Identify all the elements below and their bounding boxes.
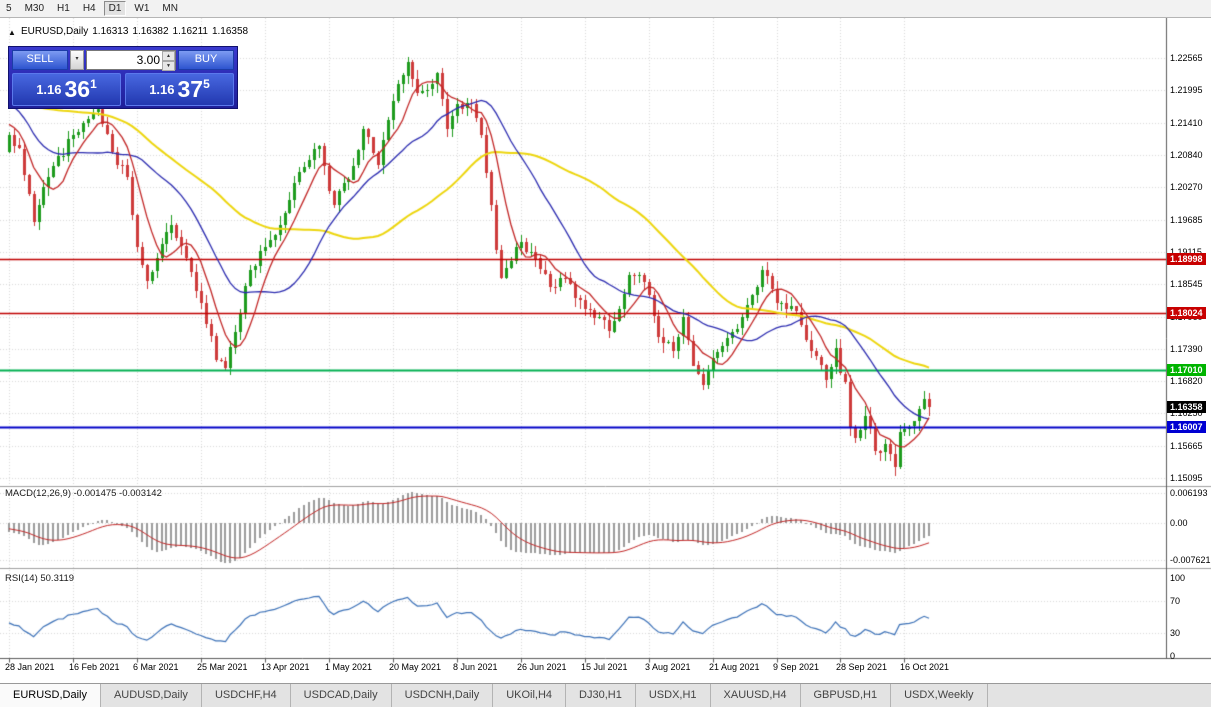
macd-axis-label: 0.006193	[1170, 488, 1208, 498]
buy-price-display[interactable]: 1.16 37 5	[125, 73, 234, 106]
date-axis-label: 26 Jun 2021	[517, 662, 567, 672]
price-axis-label: 1.19115	[1170, 247, 1202, 257]
buy-price-big: 37	[177, 76, 204, 102]
chart-close-value: 1.16358	[211, 26, 249, 37]
chart-symbol-label: EURUSD,Daily	[21, 26, 89, 37]
price-axis-label: 1.18545	[1170, 279, 1203, 290]
support-price-tag: 1.17010	[1167, 364, 1206, 377]
date-axis-label: 9 Sep 2021	[773, 662, 820, 672]
bid-price-tag: 1.16358	[1167, 400, 1206, 413]
tab-usdchf-h4[interactable]: USDCHF,H4	[201, 684, 291, 707]
price-axis-label: 1.21410	[1170, 117, 1203, 128]
tab-xauusd-h4[interactable]: XAUUSD,H4	[710, 684, 801, 707]
timeframe-m30[interactable]: M30	[24, 3, 45, 14]
chart-open-value: 1.16313	[92, 26, 129, 37]
rsi-axis-label: 70	[1170, 596, 1181, 607]
price-axis-label: 1.21995	[1170, 85, 1203, 96]
sell-price-display[interactable]: 1.16 36 1	[12, 73, 121, 106]
sell-price-sup: 1	[90, 77, 97, 91]
date-axis-label: 1 May 2021	[325, 662, 373, 672]
timeframe-mn[interactable]: MN	[162, 3, 178, 14]
timeframe-toolbar: 5 M30 H1 H4 D1 W1 MN	[0, 0, 1211, 18]
tab-ukoil-h4[interactable]: UKOil,H4	[493, 684, 567, 707]
buy-button[interactable]: BUY	[178, 50, 234, 70]
tab-usdx-h1[interactable]: USDX,H1	[635, 684, 711, 707]
tab-usdx-weekly[interactable]: USDX,Weekly	[891, 684, 988, 707]
date-axis-label: 21 Aug 2021	[709, 662, 760, 672]
chart-tabs-bar: EURUSD,Daily AUDUSD,Daily USDCHF,H4 USDCAD,…	[0, 683, 1211, 707]
price-axis-label: 1.19685	[1170, 214, 1203, 225]
buy-price-sup: 5	[203, 77, 210, 91]
price-axis-label: 1.15665	[1170, 440, 1203, 451]
rsi-axis-label: 30	[1170, 627, 1181, 638]
date-axis-label: 3 Aug 2021	[645, 662, 691, 672]
rsi-indicator-label: RSI(14) 50.3119	[5, 573, 75, 584]
timeframe-5[interactable]: 5	[6, 3, 12, 14]
sell-price-base: 1.16	[36, 82, 62, 97]
price-axis-label: 1.16250	[1170, 408, 1203, 419]
timeframe-w1[interactable]: W1	[134, 3, 150, 14]
price-axis-label: 1.20840	[1170, 149, 1203, 160]
price-axis-label: 1.22565	[1170, 53, 1203, 63]
date-axis-label: 28 Jan 2021	[5, 662, 55, 672]
volume-input[interactable]	[86, 50, 176, 70]
chart-high-value: 1.16382	[132, 26, 169, 37]
date-axis-label: 13 Apr 2021	[261, 662, 310, 672]
volume-stepper: ▲ ▼	[162, 51, 175, 71]
sell-price-big: 36	[64, 76, 91, 102]
rsi-axis-label: 0	[1170, 651, 1176, 661]
date-axis-label: 28 Sep 2021	[836, 662, 888, 672]
tab-audusd-daily[interactable]: AUDUSD,Daily	[100, 684, 202, 707]
resistance-price-tag-2: 1.18024	[1167, 307, 1206, 320]
timeframe-h1[interactable]: H1	[57, 3, 70, 14]
date-axis-label: 16 Oct 2021	[900, 662, 950, 672]
resistance-price-tag-1: 1.18998	[1167, 252, 1206, 265]
date-axis-label: 15 Jul 2021	[581, 662, 628, 672]
macd-indicator-label: MACD(12,26,9) -0.001475 -0.003142	[5, 488, 162, 499]
timeframe-d1[interactable]: D1	[103, 1, 127, 16]
tab-usdcad-daily[interactable]: USDCAD,Daily	[290, 684, 392, 707]
tab-gbpusd-h1[interactable]: GBPUSD,H1	[800, 684, 892, 707]
price-axis-label: 1.20270	[1170, 182, 1203, 193]
date-axis-label: 6 Mar 2021	[133, 662, 179, 672]
volume-dropdown-button[interactable]: ▾	[70, 50, 84, 70]
tab-bar-filler	[987, 684, 1211, 707]
timeframe-h4[interactable]: H4	[82, 3, 96, 14]
macd-axis-label: 0.00	[1170, 518, 1188, 528]
macd-axis-label: -0.007621	[1170, 554, 1211, 565]
tab-eurusd-daily[interactable]: EURUSD,Daily	[0, 684, 101, 707]
rsi-axis-label: 100	[1170, 573, 1186, 583]
price-axis-label: 1.16820	[1170, 376, 1203, 386]
price-chart-canvas[interactable]	[0, 18, 1211, 682]
date-axis-label: 20 May 2021	[389, 662, 442, 672]
volume-up-icon[interactable]: ▲	[162, 51, 175, 61]
tab-usdcnh-daily[interactable]: USDCNH,Daily	[391, 684, 494, 707]
price-axis-label: 1.15095	[1170, 473, 1203, 483]
tab-dj30-h1[interactable]: DJ30,H1	[566, 684, 636, 707]
one-click-trading-toggle-icon[interactable]: ▲	[8, 28, 16, 37]
chart-ohlc-header: EURUSD,Daily 1.16313 1.16382 1.16211 1.16358	[21, 26, 252, 37]
buy-price-base: 1.16	[149, 82, 175, 97]
price-axis-label: 1.17390	[1170, 343, 1203, 354]
date-axis-label: 16 Feb 2021	[69, 662, 120, 672]
one-click-trading-panel: SELL ▾ ▲ ▼ BUY 1.16 36 1 1.1	[8, 46, 238, 109]
date-axis-label: 25 Mar 2021	[197, 662, 248, 672]
sell-button[interactable]: SELL	[12, 50, 68, 70]
date-axis-label: 8 Jun 2021	[453, 662, 498, 672]
chart-low-value: 1.16211	[172, 26, 208, 37]
volume-down-icon[interactable]: ▼	[162, 61, 175, 71]
blue-level-price-tag: 1.16007	[1167, 420, 1206, 433]
